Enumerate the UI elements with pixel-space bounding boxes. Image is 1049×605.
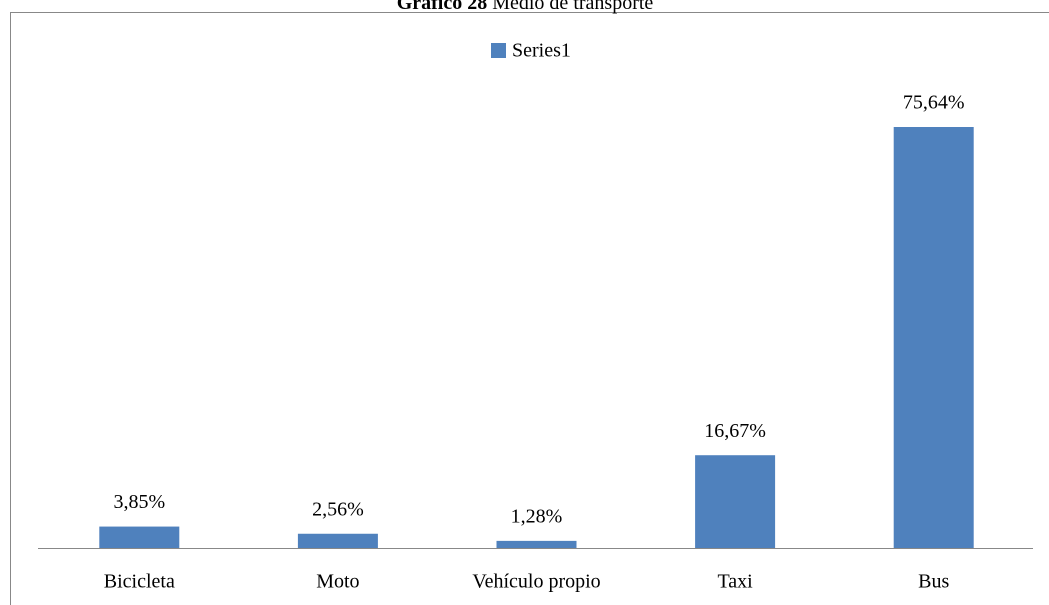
x-tick-label: Bus — [918, 571, 949, 593]
x-tick-label: Bicicleta — [104, 571, 175, 593]
bar — [695, 455, 776, 548]
chart-title: Gráfico 28 Medio de transporte — [397, 0, 654, 14]
data-label: 75,64% — [903, 92, 965, 114]
x-tick-label: Moto — [316, 571, 359, 593]
title-backdrop — [300, 0, 750, 12]
title-number: Gráfico 28 — [397, 0, 488, 14]
data-label: 1,28% — [511, 505, 563, 527]
bar — [496, 540, 577, 548]
data-label: 16,67% — [704, 420, 766, 442]
bar — [893, 127, 974, 548]
x-tick-label: Vehículo propio — [472, 571, 600, 593]
bar — [297, 533, 378, 548]
x-tick-label: Taxi — [717, 571, 753, 593]
chart-border — [10, 12, 1049, 605]
legend-swatch — [491, 43, 506, 58]
data-label: 3,85% — [113, 491, 165, 513]
title-text: Medio de transporte — [492, 0, 653, 14]
legend-label: Series1 — [512, 40, 571, 62]
data-label: 2,56% — [312, 498, 364, 520]
bar — [99, 526, 180, 548]
